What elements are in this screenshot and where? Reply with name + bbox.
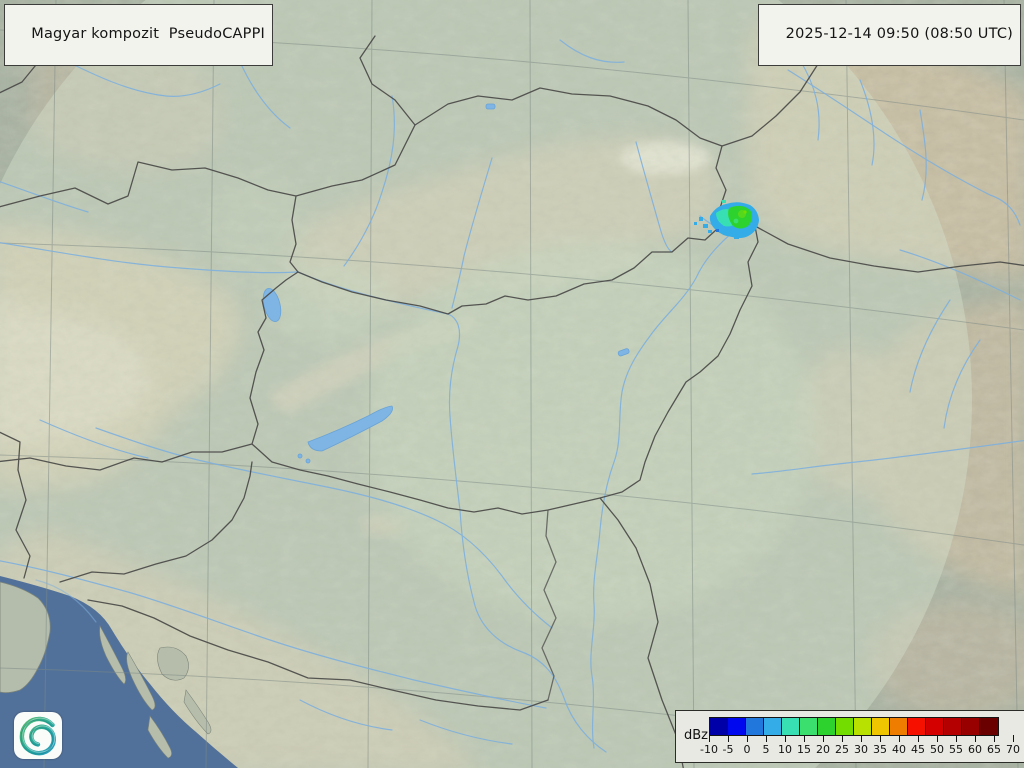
legend-color-cell: [728, 718, 746, 735]
legend-color-cell: [908, 718, 926, 735]
legend-tick-mark: [804, 735, 805, 742]
legend-tick-mark: [1013, 735, 1014, 742]
legend-color-cell: [710, 718, 728, 735]
legend-tick-mark: [880, 735, 881, 742]
radar-echo: [694, 200, 759, 239]
legend-tick-value: 0: [743, 743, 751, 756]
legend-tick-value: 65: [987, 743, 1001, 756]
lake-balaton: [307, 405, 393, 452]
legend-tick-mark: [956, 735, 957, 742]
legend-tick-value: 55: [949, 743, 963, 756]
legend-color-cell: [800, 718, 818, 735]
legend-color-cell: [782, 718, 800, 735]
river-tisza: [590, 219, 749, 749]
border-hungary: [249, 217, 759, 515]
lake-tisza: [617, 348, 630, 357]
legend-tick-mark: [918, 735, 919, 742]
legend-tick-value: 15: [797, 743, 811, 756]
legend-tick-mark: [994, 735, 995, 742]
legend-color-cell: [944, 718, 962, 735]
river-sava: [0, 560, 547, 709]
legend-tick-mark: [747, 735, 748, 742]
legend-tick-mark: [766, 735, 767, 742]
legend-tick-value: 30: [854, 743, 868, 756]
legend-color-cell: [980, 718, 998, 735]
legend-tick-value: 25: [835, 743, 849, 756]
legend-tick-value: -5: [722, 743, 734, 756]
legend-color-cell: [854, 718, 872, 735]
legend-tick-mark: [823, 735, 824, 742]
legend-tick-mark: [861, 735, 862, 742]
legend-color-cell: [962, 718, 980, 735]
legend-color-cell: [926, 718, 944, 735]
lake-ferto: [262, 287, 282, 323]
timestamp-label: 2025-12-14 09:50 (08:50 UTC): [758, 4, 1021, 66]
legend-tick-value: 20: [816, 743, 830, 756]
legend-tick-value: 35: [873, 743, 887, 756]
legend-tick-mark: [709, 735, 710, 742]
legend-tick-value: 40: [892, 743, 906, 756]
spiral-logo-icon: [19, 716, 56, 756]
legend-tick-value: -10: [700, 743, 718, 756]
org-logo: [14, 712, 62, 759]
legend-tick-value: 50: [930, 743, 944, 756]
legend-color-cell: [746, 718, 764, 735]
product-label: Magyar kompozit PseudoCAPPI: [4, 4, 274, 66]
river-drava: [95, 427, 553, 629]
legend-tick-mark: [785, 735, 786, 742]
legend-color-bar: [709, 717, 999, 736]
legend-color-cell: [890, 718, 908, 735]
radar-coverage-circle: [0, 0, 972, 768]
legend-tick-value: 70: [1006, 743, 1020, 756]
legend-tick-mark: [937, 735, 938, 742]
lakes: [262, 103, 630, 464]
legend-color-cell: [836, 718, 854, 735]
legend-color-cell: [872, 718, 890, 735]
legend-tick-value: 5: [762, 743, 770, 756]
legend-tick-value: 45: [911, 743, 925, 756]
legend-color-cell: [818, 718, 836, 735]
legend-tick-mark: [899, 735, 900, 742]
product-label-text: Magyar kompozit PseudoCAPPI: [31, 26, 266, 42]
legend-tick-value: 10: [778, 743, 792, 756]
legend-tick-value: 60: [968, 743, 982, 756]
legend-tick-mark: [842, 735, 843, 742]
timestamp-text: 2025-12-14 09:50 (08:50 UTC): [785, 26, 1013, 42]
legend-tick-mark: [975, 735, 976, 742]
dbz-legend: dBz -10 -5 0 5 10 15 20 25 30 35 40 45 50 55 60 65 70: [675, 710, 1024, 763]
legend-color-cell: [764, 718, 782, 735]
legend-tick-mark: [728, 735, 729, 742]
legend-unit-label: dBz: [684, 728, 708, 743]
